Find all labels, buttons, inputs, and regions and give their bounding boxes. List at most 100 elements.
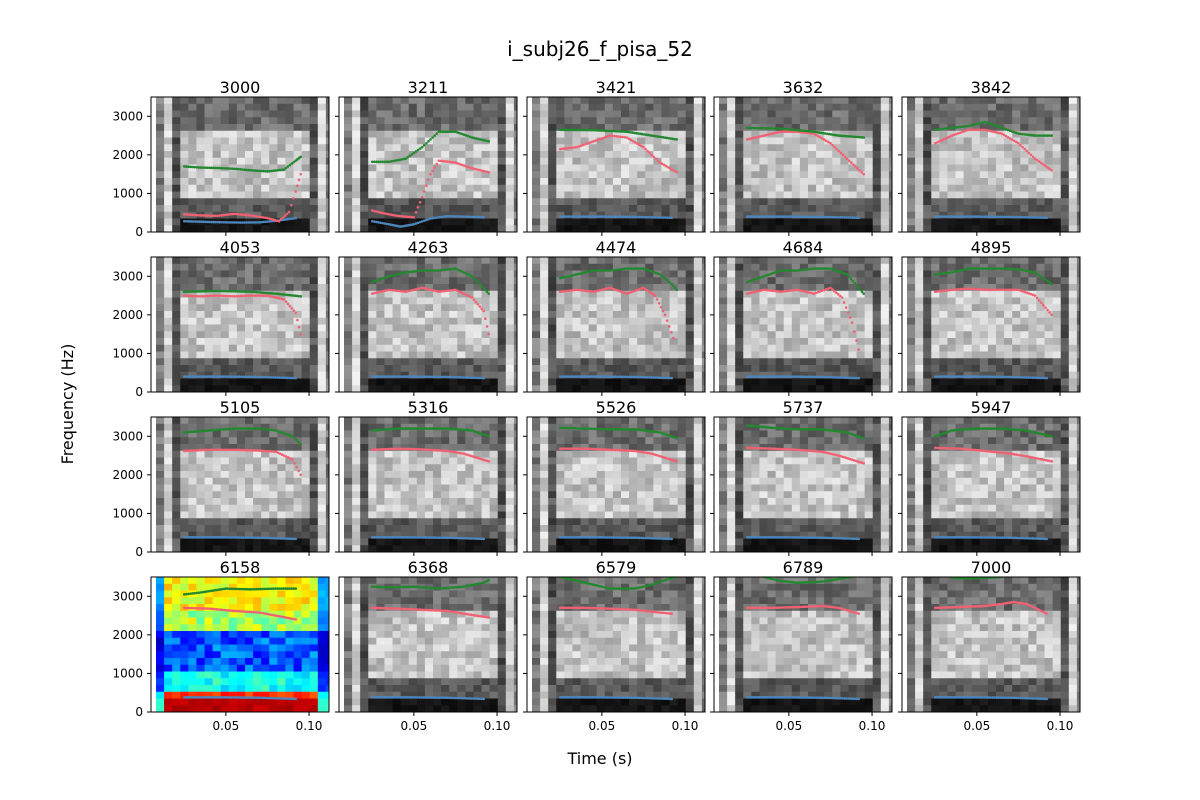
spectrogram-cell	[172, 117, 181, 125]
spectrogram-cell	[156, 270, 165, 278]
spectrogram-cell	[572, 211, 582, 220]
f2-point	[635, 142, 639, 145]
f1-point	[1019, 215, 1022, 219]
f3-point	[422, 143, 426, 147]
spectrogram-cell	[376, 144, 386, 152]
spectrogram-cell	[645, 144, 654, 152]
spectrogram-cell	[497, 178, 507, 186]
spectrogram-cell	[580, 385, 590, 392]
spectrogram-cell	[848, 124, 858, 132]
f1-point	[447, 375, 451, 379]
spectrogram-cell	[588, 205, 598, 213]
f2-point	[586, 142, 589, 145]
spectrogram-cell	[880, 124, 890, 132]
spectrogram-cell	[996, 137, 1005, 145]
spectrogram-cell	[661, 184, 671, 193]
spectrogram-cell	[1020, 205, 1029, 213]
spectrogram-cell	[253, 171, 262, 179]
f3-point	[576, 128, 580, 132]
spectrogram-cell	[228, 365, 238, 373]
f2-point	[470, 296, 474, 299]
spectrogram-cell	[212, 144, 222, 152]
spectrogram-cell	[791, 103, 801, 112]
f1-point	[236, 375, 239, 379]
spectrogram-cell	[180, 198, 189, 206]
spectrogram-cell	[261, 284, 270, 292]
spectrogram-cell	[433, 211, 442, 220]
spectrogram-cell	[325, 270, 329, 278]
f2-point	[598, 137, 602, 141]
spectrogram-cell	[604, 211, 614, 220]
f3-point	[1021, 132, 1024, 136]
f3-point	[644, 133, 648, 136]
f3-point	[433, 134, 436, 137]
spectrogram-cell	[180, 317, 189, 326]
spectrogram-cell	[693, 385, 703, 392]
spectrogram-cell	[645, 297, 654, 305]
spectrogram-cell	[253, 331, 262, 339]
f2-point	[954, 132, 958, 136]
f3-point	[412, 270, 416, 273]
spectrogram-cell	[465, 304, 475, 312]
spectrogram-cell	[588, 385, 598, 392]
spectrogram-cell	[360, 371, 369, 380]
f1-point	[286, 217, 290, 221]
spectrogram-cell	[629, 130, 638, 139]
spectrogram-cell	[612, 338, 622, 346]
spectrogram-cell	[465, 130, 475, 139]
spectrogram-cell	[824, 178, 833, 186]
spectrogram-cell	[325, 324, 329, 332]
spectrogram-cell	[677, 157, 687, 166]
spectrogram-cell	[564, 331, 574, 339]
spectrogram-cell	[1076, 218, 1080, 226]
spectrogram-cell	[1060, 97, 1070, 105]
spectrogram-cell	[979, 198, 989, 206]
spectrogram-cell	[971, 103, 981, 112]
spectrogram-cell	[416, 351, 426, 359]
spectrogram-cell	[309, 144, 319, 152]
spectrogram-cell	[261, 297, 270, 305]
spectrogram-cell	[317, 270, 327, 278]
f2-point	[613, 134, 616, 138]
spectrogram-cell	[564, 358, 574, 366]
f2-point	[284, 300, 288, 303]
f2-point	[994, 130, 997, 134]
spectrogram-cell	[1004, 103, 1013, 112]
spectrogram-cell	[701, 198, 705, 206]
spectrogram-cell	[212, 324, 222, 332]
spectrogram-cell	[269, 284, 278, 292]
spectrogram-cell	[701, 218, 705, 226]
spectrogram-cell	[204, 151, 214, 159]
spectrogram-cell	[172, 277, 181, 285]
spectrogram-cell	[352, 263, 361, 272]
f1-point	[747, 215, 751, 218]
spectrogram-cell	[368, 151, 377, 159]
f1-point	[282, 376, 285, 380]
spectrogram-cell	[317, 218, 327, 226]
spectrogram-cell	[172, 211, 181, 220]
spectrogram-cell	[923, 184, 932, 193]
spectrogram-cell	[629, 97, 638, 105]
spectrogram-cell	[532, 184, 541, 193]
spectrogram-cell	[979, 164, 989, 172]
spectrogram-cell	[701, 184, 705, 193]
f1-point	[985, 215, 988, 218]
spectrogram-cell	[212, 205, 222, 213]
spectrogram-cell	[236, 137, 246, 145]
f2-point	[567, 146, 570, 150]
spectrogram-cell	[645, 263, 654, 272]
spectrogram-cell	[325, 130, 329, 139]
spectrogram-cell	[548, 263, 557, 272]
spectrogram-cell	[156, 263, 165, 272]
spectrogram-cell	[392, 178, 402, 186]
spectrogram-cell	[888, 137, 892, 145]
f2-point	[189, 213, 192, 216]
spectrogram-cell	[612, 351, 622, 359]
spectrogram-cell	[832, 157, 841, 166]
spectrogram-cell	[661, 365, 671, 373]
spectrogram-cell	[285, 311, 295, 319]
f3-point	[201, 166, 205, 169]
spectrogram-cell	[872, 124, 882, 132]
f2-point	[264, 294, 267, 297]
spectrogram-cell	[685, 344, 695, 353]
